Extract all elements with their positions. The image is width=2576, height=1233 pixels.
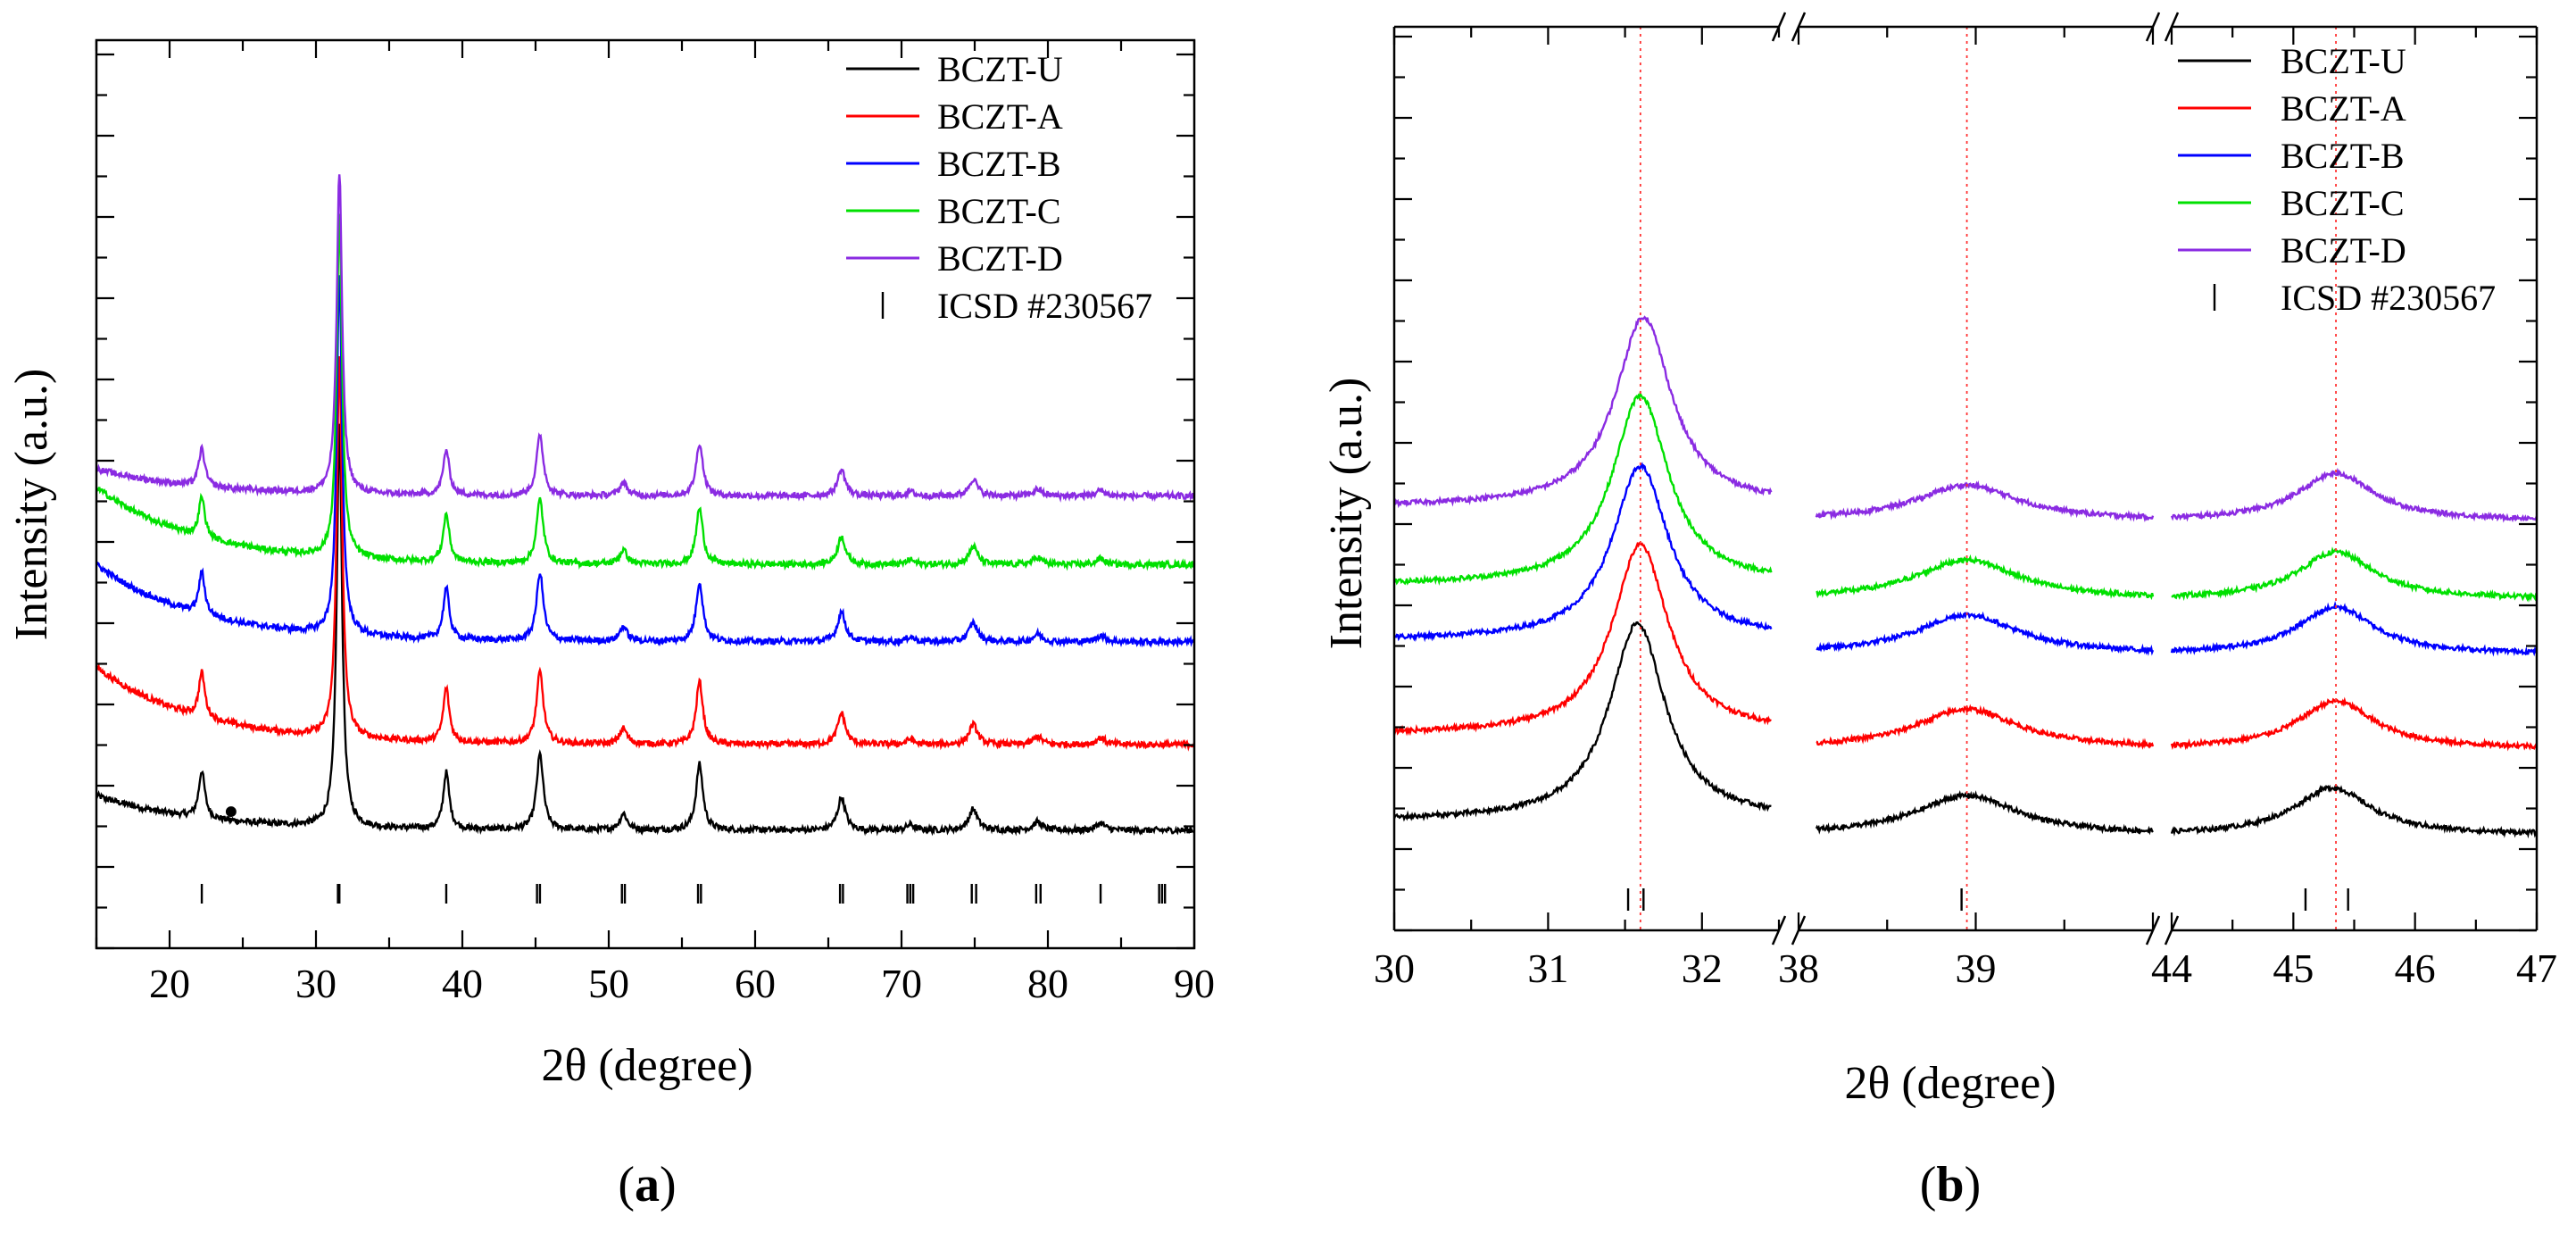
x-tick-label: 45 xyxy=(2273,946,2314,991)
legend-label-bczt-d: BCZT-D xyxy=(2281,230,2406,271)
panel-b-chart: 30 31 32 38 39 44 45 46 47 BCZT-UBCZT-ABCZT-BBCZ… xyxy=(1321,12,2557,1212)
x-tick-label: 47 xyxy=(2516,946,2557,991)
x-tick-label: 30 xyxy=(1374,946,1415,991)
panel-b-x-axis-title: 2θ (degree) xyxy=(1844,1058,2056,1109)
legend-label-bczt-d: BCZT-D xyxy=(937,238,1063,279)
series-line-bczt-b xyxy=(1392,462,1773,643)
panel-a-legend: BCZT-U BCZT-A BCZT-B BCZT-C BCZT-D ICSD #2305… xyxy=(846,49,1152,326)
legend-label-bczt-u: BCZT-U xyxy=(937,49,1063,89)
series-line-bczt-a xyxy=(1392,541,1772,737)
series-line-bczt-d xyxy=(1815,479,2155,523)
series-line-bczt-c xyxy=(1816,554,2155,601)
x-tick-label: 90 xyxy=(1174,961,1215,1006)
x-tick-label: 39 xyxy=(1956,946,1997,991)
legend-label-bczt-c: BCZT-C xyxy=(2281,183,2405,223)
panel-b-reference-ticks xyxy=(1626,888,2349,911)
panel-b-curves xyxy=(1392,315,2539,839)
panel-a-axes: 20 30 40 50 60 70 80 90 xyxy=(95,38,1215,1006)
series-line-bczt-c xyxy=(2171,546,2538,603)
panel-a-reference-ticks xyxy=(200,884,1167,904)
series-line-bczt-a xyxy=(2170,696,2539,752)
panel-a-frame xyxy=(95,38,1196,950)
panel-b-label: (b) xyxy=(1920,1157,1981,1212)
x-tick-label: 20 xyxy=(149,961,190,1006)
series-line-bczt-a xyxy=(1816,704,2155,750)
legend-label-bczt-a: BCZT-A xyxy=(2281,88,2406,129)
x-tick-label: 44 xyxy=(2151,946,2192,991)
x-tick-label: 70 xyxy=(881,961,922,1006)
x-tick-label: 46 xyxy=(2395,946,2436,991)
legend-label-bczt-a: BCZT-A xyxy=(937,96,1063,137)
x-tick-label: 40 xyxy=(442,961,483,1006)
series-line-bczt-u xyxy=(2170,784,2538,839)
series-line-bczt-d xyxy=(2170,467,2539,523)
series-line-bczt-d xyxy=(96,174,1196,504)
panel-a-impurity-marker: • xyxy=(223,787,239,837)
legend-label-reference: ICSD #230567 xyxy=(937,286,1152,326)
series-line-bczt-b xyxy=(2170,600,2539,657)
series-line-bczt-b xyxy=(95,275,1196,648)
legend-label-bczt-b: BCZT-B xyxy=(2281,136,2405,176)
series-line-bczt-u xyxy=(95,423,1195,837)
series-line-bczt-c xyxy=(1392,390,1773,587)
series-line-bczt-d xyxy=(1392,315,1773,509)
x-tick-label: 50 xyxy=(588,961,629,1006)
series-line-bczt-u xyxy=(1392,621,1772,822)
panel-b-legend: BCZT-U BCZT-A BCZT-B BCZT-C BCZT-D ICSD #2305… xyxy=(2178,41,2496,318)
legend-label-bczt-u: BCZT-U xyxy=(2281,41,2406,81)
x-tick-label: 38 xyxy=(1778,946,1819,991)
panel-a-chart: 20 30 40 50 60 70 80 90 BCZT-UBCZT-ABCZT-BBCZT-… xyxy=(6,38,1215,1212)
x-tick-label: 80 xyxy=(1027,961,1068,1006)
x-tick-label: 32 xyxy=(1682,946,1723,991)
legend-label-bczt-b: BCZT-B xyxy=(937,144,1061,184)
panel-a-x-axis-title: 2θ (degree) xyxy=(541,1040,752,1091)
panel-a-curves xyxy=(95,174,1196,837)
x-tick-label: 60 xyxy=(735,961,776,1006)
panel-a-label: (a) xyxy=(618,1157,676,1212)
legend-label-reference: ICSD #230567 xyxy=(2281,278,2496,318)
panel-a-y-axis-title: Intensity (a.u.) xyxy=(6,369,57,641)
series-line-bczt-c xyxy=(95,213,1196,571)
series-line-bczt-a xyxy=(95,355,1196,752)
panel-b-dotted-guides xyxy=(1639,27,2337,930)
legend-label-bczt-c: BCZT-C xyxy=(937,191,1061,231)
series-line-bczt-b xyxy=(1816,611,2155,656)
x-tick-label: 31 xyxy=(1527,946,1568,991)
panel-b-y-axis-title: Intensity (a.u.) xyxy=(1321,378,1372,650)
panel-b-axes: 30 31 32 38 39 44 45 46 47 xyxy=(1374,12,2557,991)
series-line-bczt-u xyxy=(1815,790,2154,836)
x-tick-label: 30 xyxy=(295,961,337,1006)
